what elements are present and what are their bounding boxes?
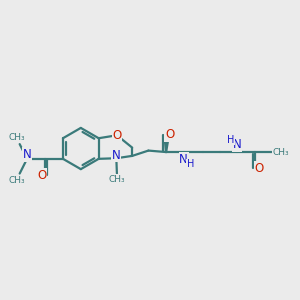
- Text: CH₃: CH₃: [8, 176, 25, 184]
- Text: N: N: [23, 148, 32, 161]
- Text: H: H: [187, 159, 194, 170]
- Text: N: N: [179, 153, 188, 166]
- Text: O: O: [112, 129, 122, 142]
- Text: CH₃: CH₃: [109, 175, 125, 184]
- Text: O: O: [37, 169, 46, 182]
- Text: CH₃: CH₃: [8, 133, 25, 142]
- Text: O: O: [165, 128, 174, 142]
- Text: N: N: [233, 138, 242, 151]
- Text: N: N: [112, 149, 121, 162]
- Text: O: O: [254, 162, 263, 175]
- Text: CH₃: CH₃: [273, 148, 290, 157]
- Text: H: H: [227, 135, 234, 145]
